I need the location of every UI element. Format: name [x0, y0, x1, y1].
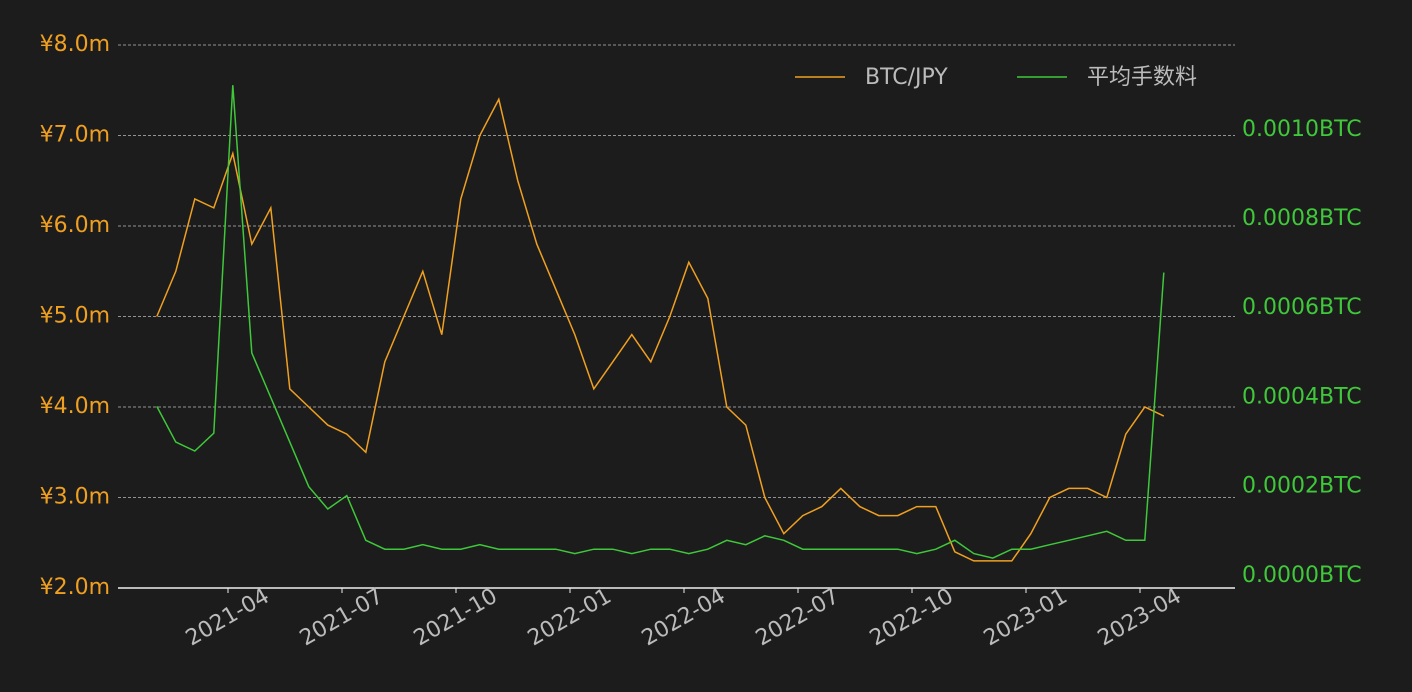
y2-tick-label: 0.0004BTC — [1242, 384, 1362, 409]
x-tick-label: 2022-01 — [524, 584, 616, 652]
series-line — [156, 97, 1165, 562]
x-tick-label: 2021-04 — [182, 584, 274, 652]
y-tick-label: ¥3.0m — [40, 485, 110, 510]
x-tick-label: 2022-04 — [638, 584, 730, 652]
y2-tick-label: 0.0010BTC — [1242, 117, 1362, 142]
y2-tick-label: 0.0006BTC — [1242, 295, 1362, 320]
x-tick-label: 2022-10 — [866, 584, 958, 652]
y-tick-label: ¥2.0m — [40, 575, 110, 600]
legend-label: BTC/JPY — [865, 65, 948, 90]
x-tick-label: 2023-01 — [980, 584, 1072, 652]
series-line — [156, 85, 1165, 559]
x-tick-label: 2023-04 — [1094, 584, 1186, 652]
y-tick-label: ¥5.0m — [40, 304, 110, 329]
y2-tick-label: 0.0000BTC — [1242, 563, 1362, 588]
y-tick-label: ¥8.0m — [40, 32, 110, 57]
legend-label: 平均手数料 — [1087, 65, 1197, 90]
y-tick-label: ¥6.0m — [40, 213, 110, 238]
y-tick-label: ¥4.0m — [40, 394, 110, 419]
x-tick-label: 2021-10 — [410, 584, 502, 652]
y2-tick-label: 0.0008BTC — [1242, 206, 1362, 231]
x-tick-label: 2022-07 — [752, 584, 844, 652]
y2-tick-label: 0.0002BTC — [1242, 474, 1362, 499]
y-tick-label: ¥7.0m — [40, 123, 110, 148]
x-tick-label: 2021-07 — [296, 584, 388, 652]
